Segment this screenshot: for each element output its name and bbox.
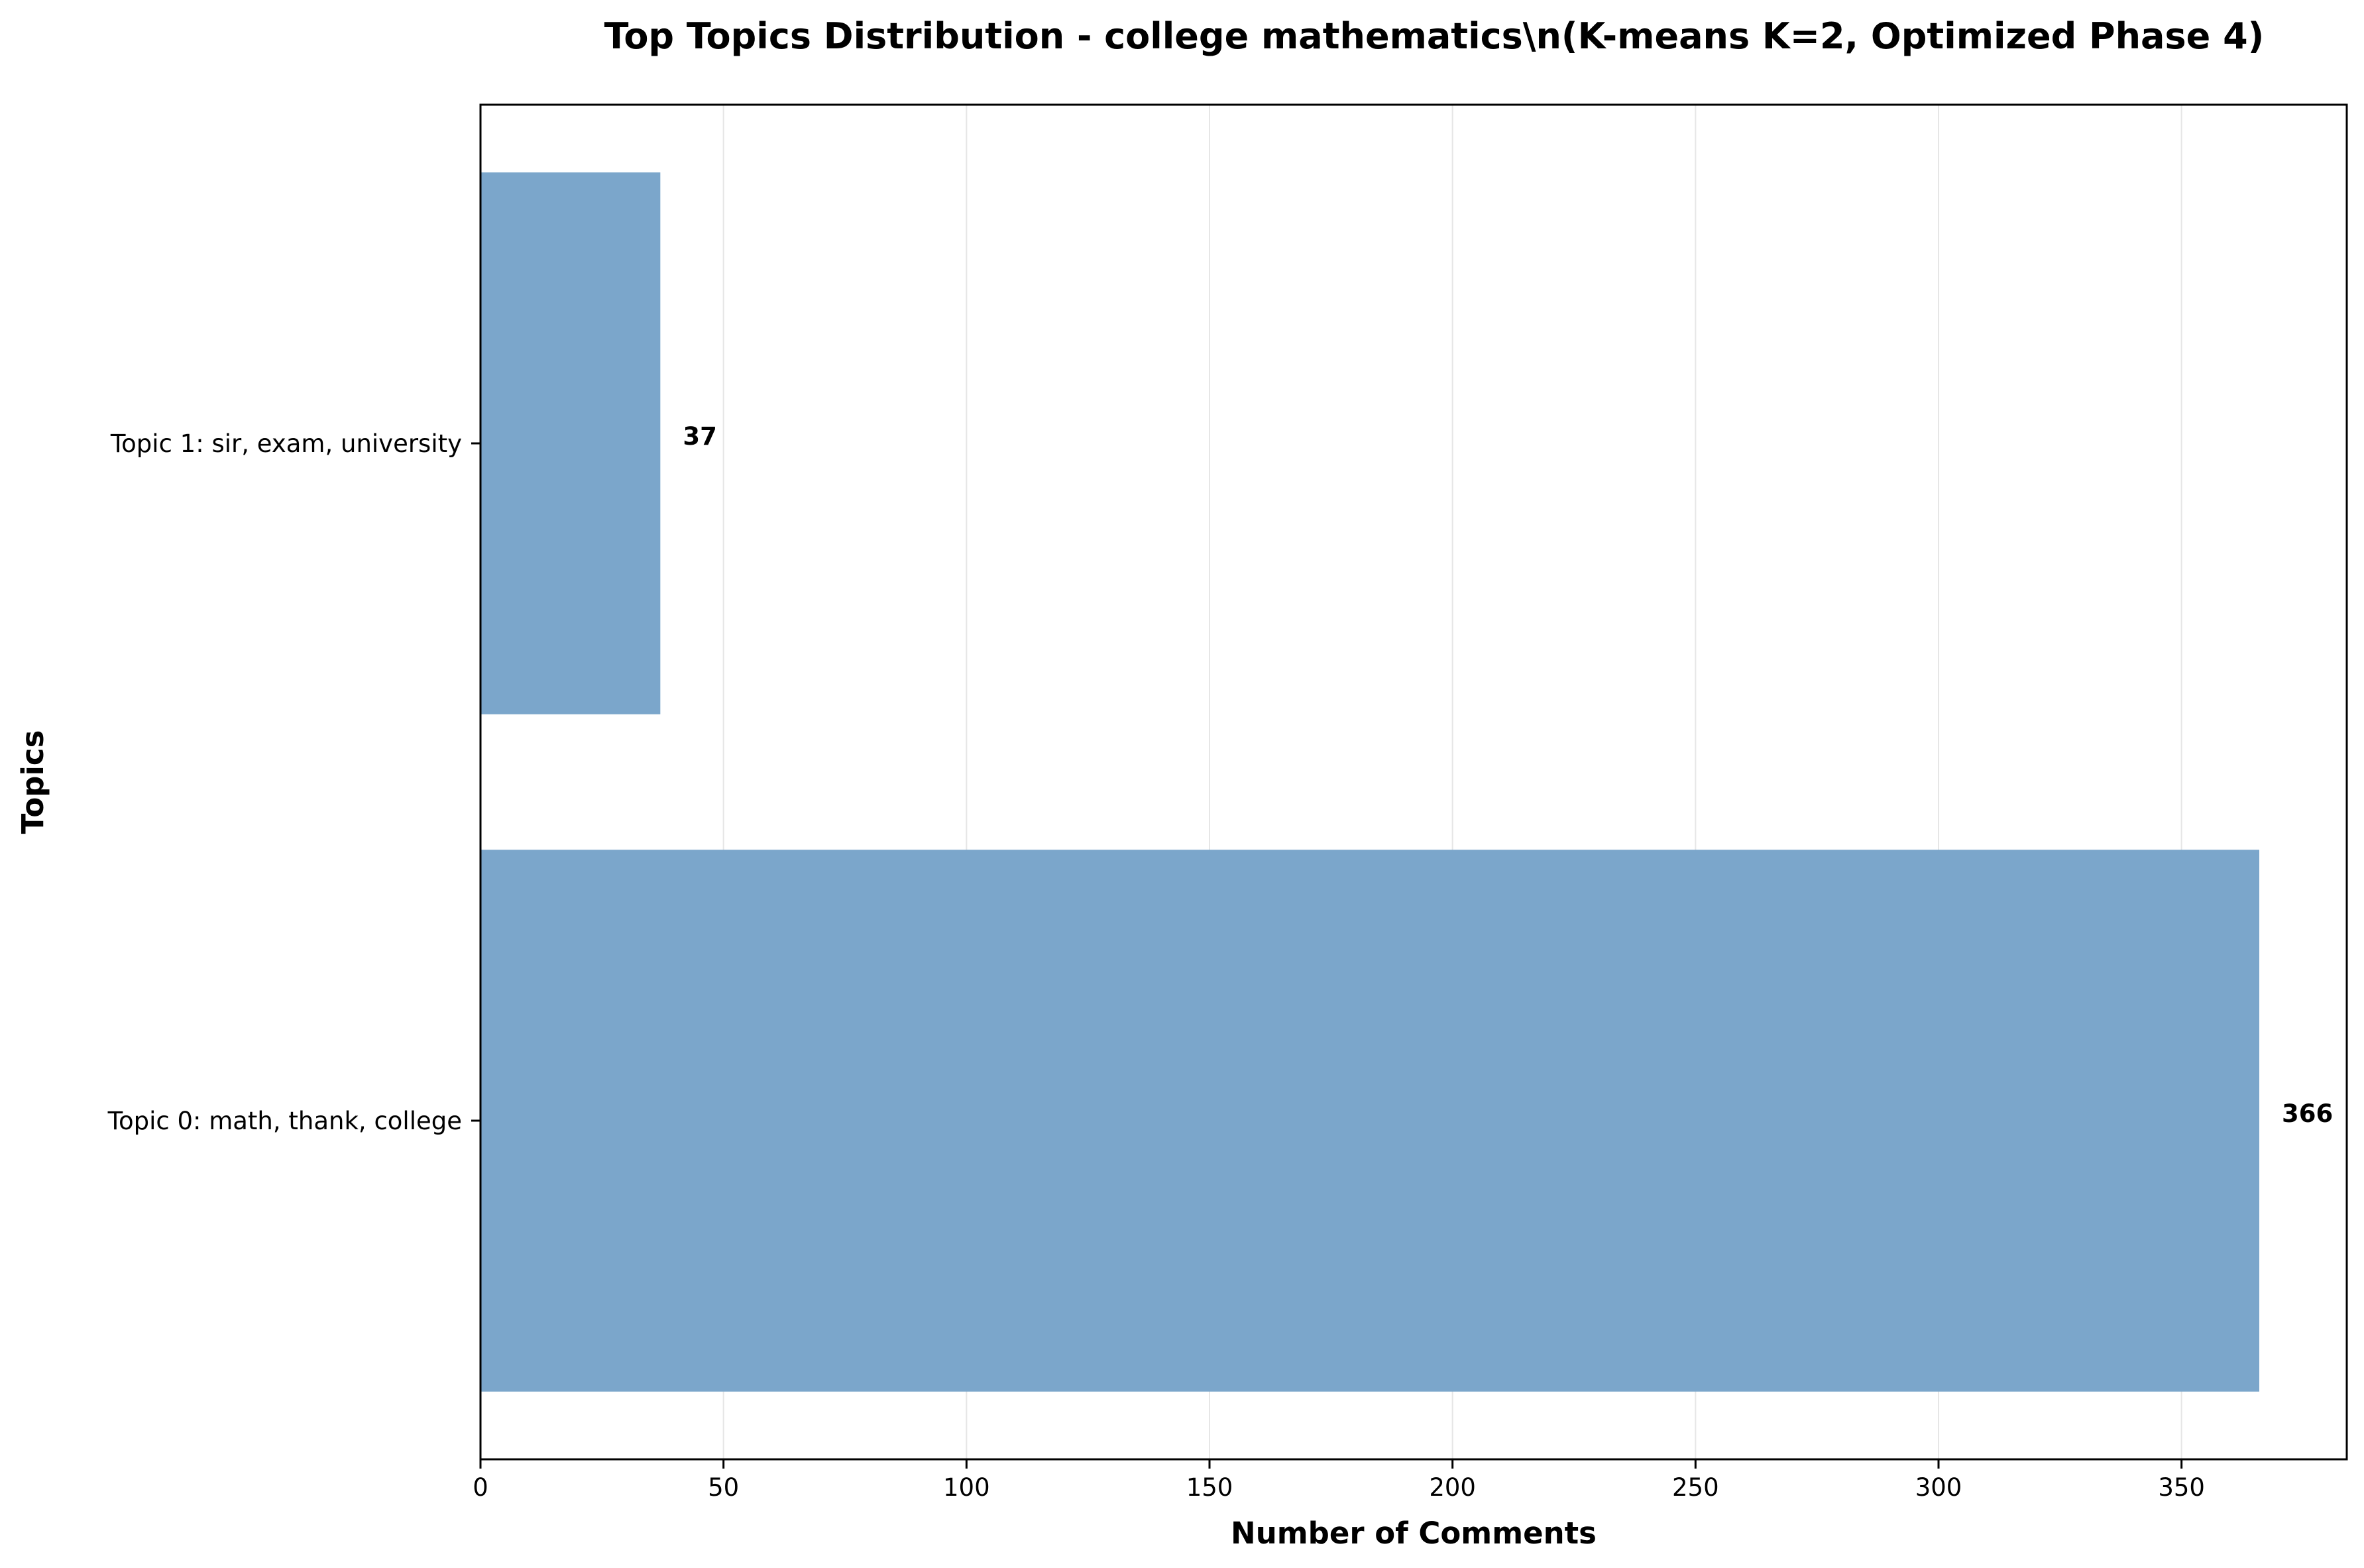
y-tick-label: Topic 0: math, thank, college [107, 1107, 462, 1135]
bar-value-label: 366 [2282, 1099, 2333, 1128]
x-tick-label: 100 [943, 1473, 990, 1502]
bar-value-label: 37 [683, 422, 717, 451]
y-axis-label: Topics [15, 730, 50, 834]
plot-area-frame [479, 103, 2348, 1461]
bar [480, 850, 2259, 1392]
y-tick-label: Topic 1: sir, exam, university [110, 429, 462, 458]
bars [480, 172, 2259, 1392]
y-axis-ticks: Topic 0: math, thank, college Topic 1: si… [107, 429, 480, 1135]
x-tick-label: 300 [1915, 1473, 1962, 1502]
x-tick-label: 50 [708, 1473, 739, 1502]
x-tick-label: 200 [1429, 1473, 1476, 1502]
bar [480, 172, 661, 714]
x-tick-label: 350 [2158, 1473, 2205, 1502]
data-labels: 366 37 [683, 422, 2333, 1128]
chart-title: Top Topics Distribution - college mathem… [604, 15, 2265, 57]
x-axis-label: Number of Comments [1231, 1516, 1597, 1551]
x-tick-label: 150 [1186, 1473, 1233, 1502]
x-tick-label: 0 [473, 1473, 488, 1502]
x-axis-ticks: 0 50 100 150 200 250 300 350 [473, 1459, 2205, 1502]
x-tick-label: 250 [1672, 1473, 1719, 1502]
